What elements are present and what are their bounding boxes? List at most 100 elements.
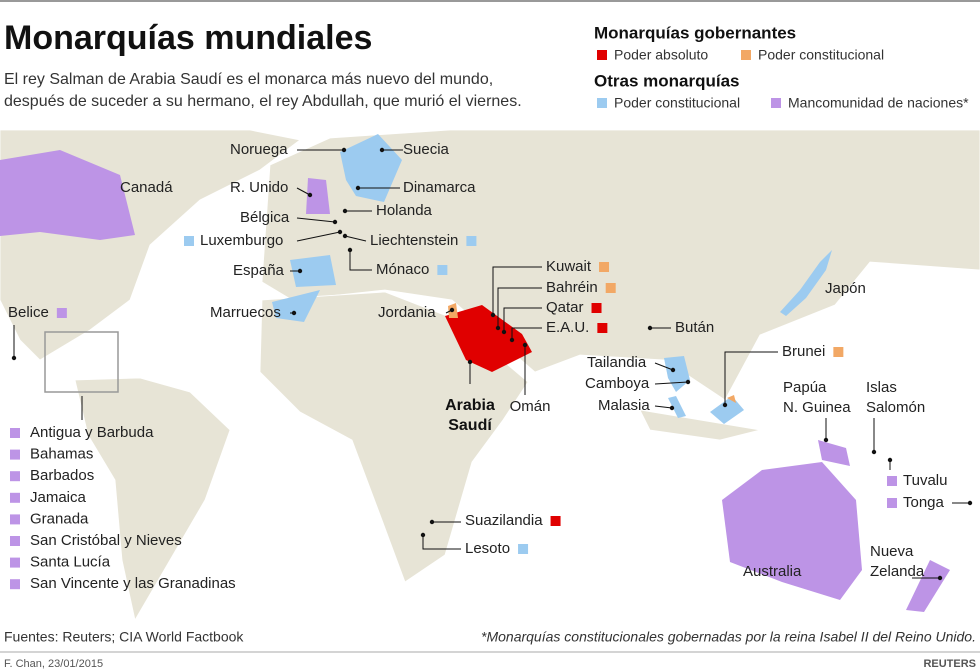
country-label: E.A.U. <box>546 319 589 336</box>
country-label: Kuwait <box>546 258 592 275</box>
category-swatch <box>10 579 20 590</box>
category-swatch <box>518 544 529 554</box>
leader-line <box>503 307 542 332</box>
category-swatch <box>597 323 608 333</box>
leader-line <box>654 405 673 409</box>
leader-line <box>422 535 461 550</box>
country-label: Bélgica <box>240 209 290 226</box>
country-label: Mónaco <box>376 261 429 278</box>
leader-dot <box>341 147 347 153</box>
category-swatch <box>10 514 20 525</box>
leader-line <box>654 381 689 385</box>
leader-dot <box>669 405 675 411</box>
leader-line <box>492 266 542 315</box>
labels: Noruega Suecia Canadá R. Unido Dinamarca Hola… <box>8 141 973 592</box>
category-swatch <box>10 557 20 568</box>
category-swatch <box>466 236 477 246</box>
subtitle: El rey Salman de Arabia Saudí es el mona… <box>4 71 493 88</box>
category-swatch <box>437 265 448 275</box>
category-swatch <box>10 536 20 546</box>
leader-dot <box>291 310 297 316</box>
category-swatch <box>184 236 194 246</box>
leader-dot <box>332 219 338 225</box>
category-swatch <box>605 283 616 293</box>
country-label: Granada <box>30 510 89 527</box>
leader-dot <box>509 337 515 343</box>
country-label: Arabia <box>445 397 495 414</box>
country-label: Antigua y Barbuda <box>30 424 154 441</box>
leader-dot <box>379 147 385 153</box>
country-label: Tailandia <box>587 354 647 371</box>
leader-line <box>497 287 542 328</box>
country-label: Tonga <box>903 494 945 511</box>
legend-label: Poder constitucional <box>758 47 884 63</box>
category-swatch <box>550 516 561 526</box>
footnote: *Monarquías constitucionales gobernadas … <box>481 629 976 645</box>
country-label: Tuvalu <box>903 472 947 489</box>
leader-dot <box>342 208 348 214</box>
country-label: Liechtenstein <box>370 232 458 249</box>
leader-dot <box>355 185 361 191</box>
leader-line <box>296 187 311 196</box>
legend-swatch <box>597 98 607 108</box>
leader-dot <box>967 500 973 506</box>
country-label: Suecia <box>403 141 450 158</box>
title: Monarquías mundiales <box>4 19 372 57</box>
country-label: Omán <box>510 398 551 415</box>
country-label: Canadá <box>120 179 173 196</box>
leader-dot <box>522 342 528 348</box>
leader-dot <box>871 449 877 455</box>
category-swatch <box>833 347 844 357</box>
leader-line <box>654 362 674 371</box>
leader-dot <box>307 192 313 198</box>
country-label: Santa Lucía <box>30 554 111 571</box>
leader-dot <box>887 457 893 463</box>
country-label: España <box>233 262 285 279</box>
leader-dot <box>722 402 728 408</box>
legend-heading: Monarquías gobernantes <box>594 23 796 42</box>
legend-label: Mancomunidad de naciones* <box>788 95 969 111</box>
category-swatch <box>10 449 20 460</box>
country-label: Saudí <box>448 417 492 434</box>
leader-dot <box>685 379 691 385</box>
leader-dot <box>342 233 348 239</box>
category-swatch <box>887 476 897 486</box>
country-label: San Cristóbal y Nieves <box>30 532 182 549</box>
legend-heading: Otras monarquías <box>594 71 740 90</box>
country-label: Camboya <box>585 375 650 392</box>
leader-dot <box>11 355 17 361</box>
country-label: Jordania <box>378 304 436 321</box>
leader-dot <box>501 329 507 335</box>
country-label: Nueva <box>870 543 914 560</box>
legend-swatch <box>771 98 781 108</box>
leader-dot <box>670 367 676 373</box>
country-label: Islas <box>866 379 897 396</box>
country-label: Noruega <box>230 141 288 158</box>
country-label: Holanda <box>376 202 433 219</box>
category-swatch <box>56 308 67 318</box>
country-label: Barbados <box>30 467 94 484</box>
country-label: Lesoto <box>465 540 510 557</box>
country-label: Bután <box>675 319 714 336</box>
leader-dot <box>467 359 473 365</box>
country-label: Malasia <box>598 397 650 414</box>
leader-dot <box>420 532 426 538</box>
country-label: Australia <box>743 563 802 580</box>
category-swatch <box>10 492 20 503</box>
leader-dot <box>449 307 455 313</box>
country-label: Luxemburgo <box>200 232 283 249</box>
leader-dot <box>495 325 501 331</box>
country-label: Bahréin <box>546 279 598 296</box>
country-label: Marruecos <box>210 304 281 321</box>
credit: F. Chan, 23/01/2015 <box>4 658 103 670</box>
leader-dot <box>823 437 829 443</box>
leader-dot <box>347 247 353 253</box>
leader-dot <box>337 229 343 235</box>
legend-label: Poder absoluto <box>614 47 708 63</box>
leader-line <box>344 235 367 242</box>
country-label: Salomón <box>866 399 925 416</box>
legend-swatch <box>741 50 751 60</box>
country-label: Belice <box>8 304 49 321</box>
leader-line <box>724 351 778 405</box>
legend-label: Poder constitucional <box>614 95 740 111</box>
